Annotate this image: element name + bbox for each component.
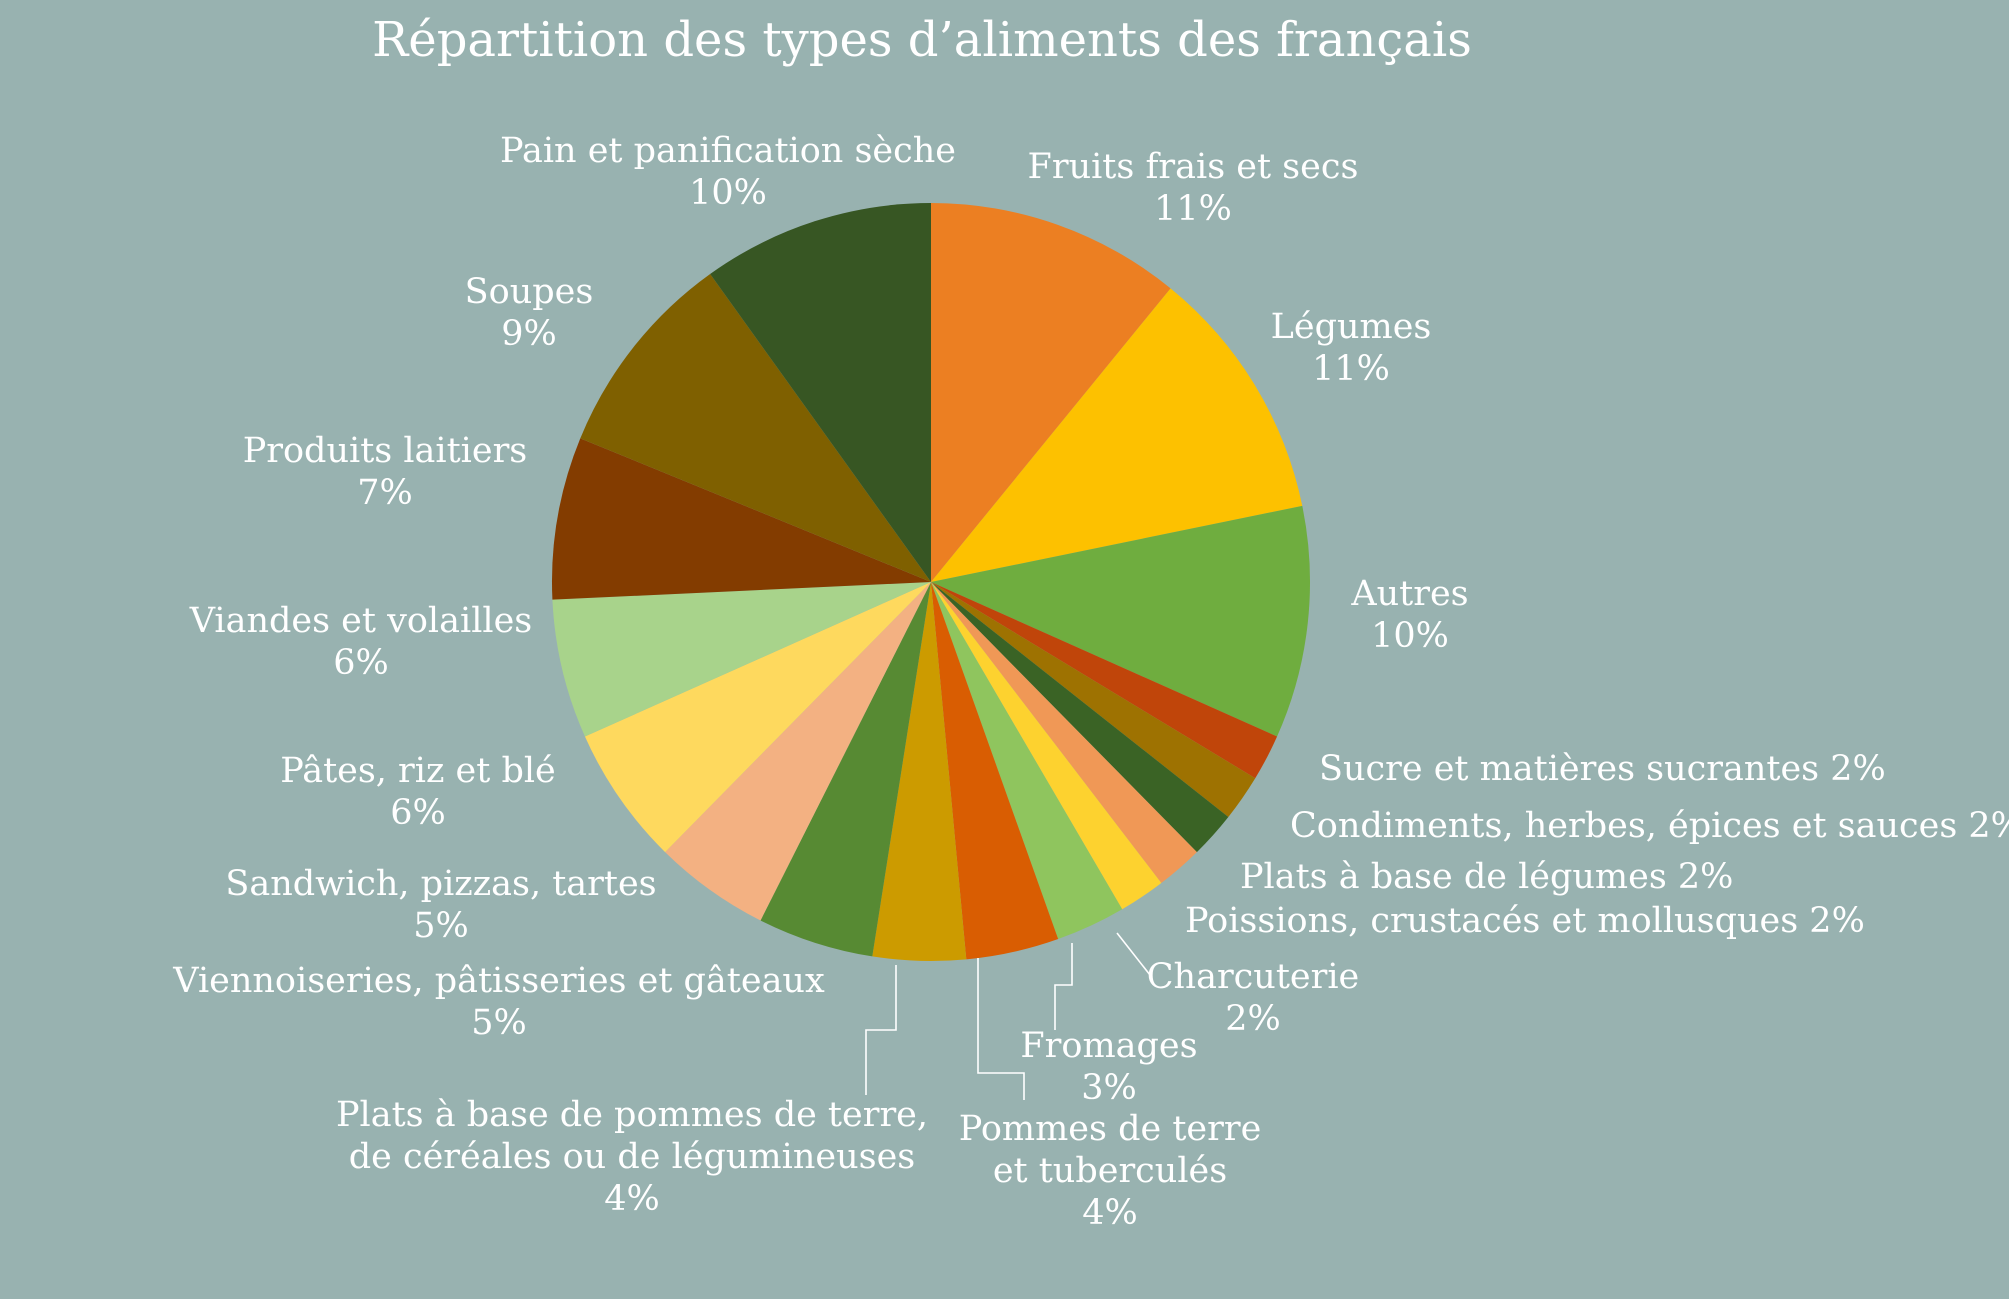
slice-label: Pâtes, riz et blé 6% (280, 751, 556, 833)
leader-line (865, 965, 897, 1095)
slice-value-label: 11% (1312, 349, 1390, 389)
slice-value-label: 4% (1082, 1193, 1138, 1233)
slice-value-label: 3% (1081, 1068, 1137, 1108)
slice-value-label: 9% (501, 314, 557, 354)
slice-label: Viandes et volailles 6% (189, 601, 533, 683)
chart-title: Répartition des types d’aliments des fra… (372, 12, 1472, 68)
pie-slice (931, 582, 1256, 817)
slice-label: Plats à base de pommes de terre, de céréa… (336, 1095, 928, 1219)
slice-labels: Fruits frais et secs 11% Légumes 11% Autres 1… (172, 131, 2009, 1233)
slice-label: Fruits frais et secs 11% (1028, 147, 1359, 229)
pie-slice (931, 582, 1123, 940)
slice-label: Viennoiseries, pâtisseries et gâteaux 5% (172, 961, 825, 1043)
slice-label: Plats à base de légumes 2% (1240, 857, 1733, 897)
leader-line (1054, 943, 1073, 1030)
slice-label: Autres 10% (1350, 574, 1468, 656)
slice-value-label: 5% (413, 906, 469, 946)
slice-value-label: 2% (1225, 999, 1281, 1039)
slice-label: Légumes 11% (1271, 307, 1432, 389)
slice-value-label: 7% (357, 473, 413, 513)
slice-value-label: 6% (390, 793, 446, 833)
pie-slice (931, 288, 1303, 582)
leader-line (1116, 932, 1151, 976)
pie-slice (931, 582, 1229, 853)
slice-label: Sandwich, pizzas, tartes 5% (225, 864, 656, 946)
pie-slice (931, 582, 1197, 883)
slice-label: Poissions, crustacés et mollusques 2% (1185, 901, 1865, 941)
pie-slice (931, 582, 1278, 779)
leader-line (977, 958, 1025, 1100)
pie-slice (931, 582, 1059, 960)
slice-value-label: 10% (1371, 616, 1449, 656)
slice-label: Sucre et matières sucrantes 2% (1319, 749, 1886, 789)
slice-value-label: 4% (604, 1179, 660, 1219)
pie-slice (931, 582, 1162, 910)
slice-label: Pommes de terre et tuberculés 4% (959, 1109, 1262, 1233)
pie-slice (760, 582, 931, 957)
pie-slice (665, 582, 931, 921)
pie-slice (580, 274, 931, 582)
slice-label: Produits laitiers 7% (243, 431, 528, 513)
slice-value-label: 11% (1154, 189, 1232, 229)
slice-label: Condiments, herbes, épices et sauces 2% (1290, 806, 2009, 846)
pie-slice (931, 203, 1171, 582)
slice-label: Pain et panification sèche 10% (500, 131, 956, 213)
slice-label: Charcuterie 2% (1147, 957, 1359, 1039)
pie-slices (551, 203, 1310, 962)
pie-slice (552, 582, 931, 737)
pie-slice (710, 203, 931, 582)
pie-slice (551, 438, 931, 600)
slice-label: Soupes 9% (465, 272, 594, 354)
slice-value-label: 5% (471, 1003, 527, 1043)
leader-lines (865, 932, 1151, 1100)
pie-slice (584, 582, 931, 853)
slice-label: Fromages 3% (1020, 1026, 1197, 1108)
pie-slice (931, 505, 1310, 737)
slice-value-label: 6% (333, 643, 389, 683)
pie-slice (872, 582, 967, 962)
slice-value-label: 10% (689, 173, 767, 213)
